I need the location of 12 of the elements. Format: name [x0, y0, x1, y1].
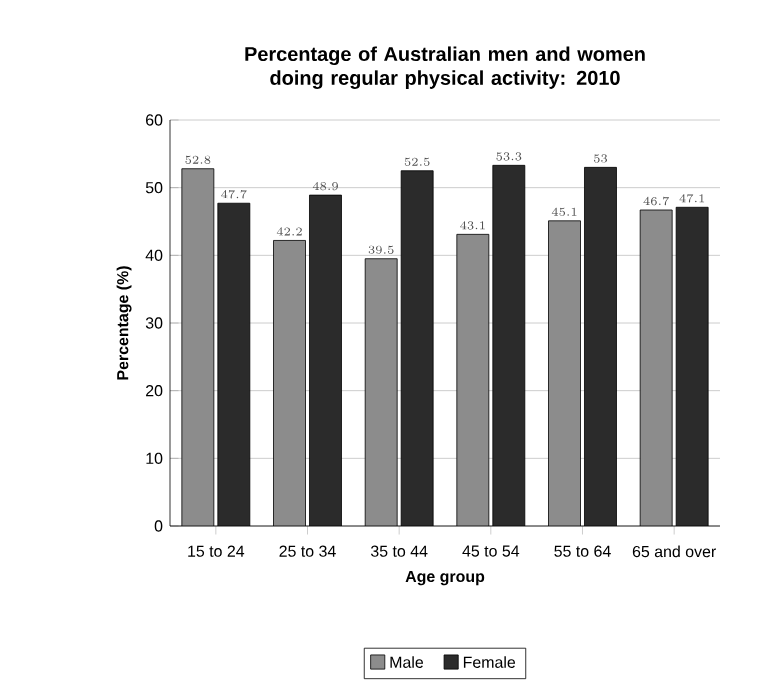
- bar: [365, 258, 398, 526]
- bar: [639, 209, 673, 526]
- bar: [273, 240, 306, 526]
- bar: [584, 167, 617, 526]
- chart-title: Percentage of Australian men and women doing regular physical activity: 2010: [245, 46, 645, 89]
- bar: [456, 234, 489, 526]
- bar: [309, 195, 342, 526]
- bar: [675, 206, 709, 526]
- bar: [401, 170, 434, 526]
- bar: [217, 203, 250, 526]
- bar: [548, 220, 581, 526]
- bar: [492, 165, 525, 526]
